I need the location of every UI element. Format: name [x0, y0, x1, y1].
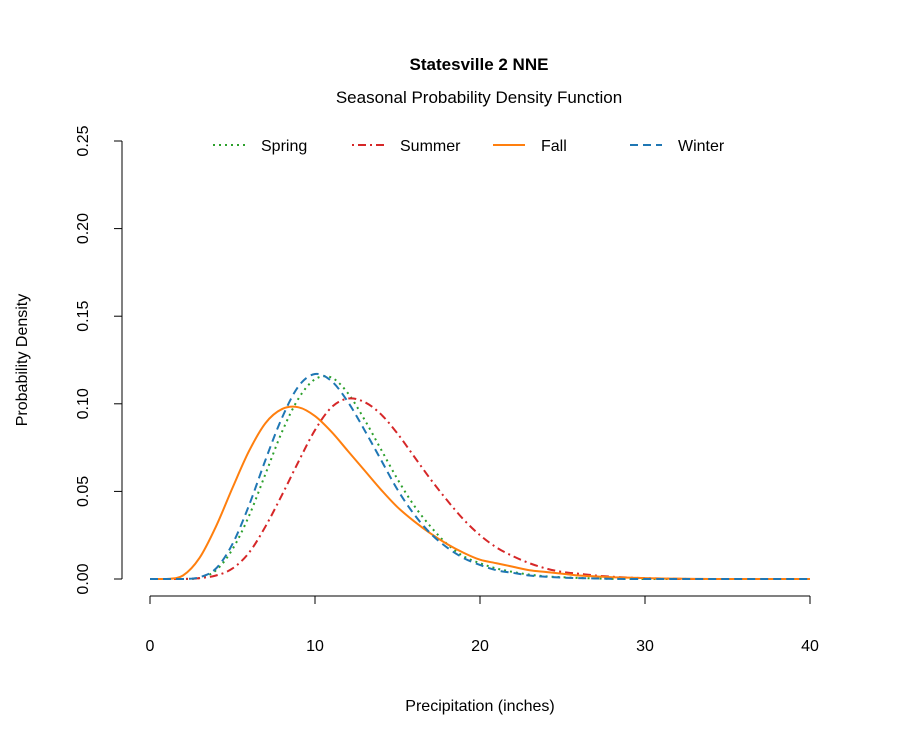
legend-item-winter: Winter — [630, 138, 725, 155]
y-tick-label: 0.15 — [75, 301, 92, 332]
y-tick-label: 0.00 — [75, 563, 92, 594]
line-summer — [150, 397, 810, 580]
legend-item-spring: Spring — [213, 138, 307, 155]
line-fall — [150, 405, 810, 580]
y-tick-label: 0.10 — [75, 388, 92, 419]
legend-label: Summer — [400, 138, 461, 155]
legend-label: Winter — [678, 138, 725, 155]
x-tick-label: 20 — [471, 638, 489, 655]
x-axis-label: Precipitation (inches) — [405, 698, 554, 715]
series-summer — [150, 397, 810, 580]
chart-title: Statesville 2 NNE — [410, 55, 549, 74]
chart-subtitle: Seasonal Probability Density Function — [336, 88, 622, 107]
line-winter — [150, 372, 810, 580]
legend-item-summer: Summer — [352, 138, 461, 155]
y-tick-label: 0.05 — [75, 476, 92, 507]
legend-item-fall: Fall — [493, 138, 567, 155]
series-spring — [150, 375, 810, 580]
series-fall — [150, 405, 810, 580]
x-tick-label: 10 — [306, 638, 324, 655]
y-tick-label: 0.20 — [75, 213, 92, 244]
axes: 0.00 0.05 0.10 0.15 0.20 0.25 0 10 20 30 40 — [75, 125, 819, 655]
y-axis-label: Probability Density — [14, 294, 31, 427]
x-tick-label: 40 — [801, 638, 819, 655]
legend: Spring Summer Fall Winter — [213, 138, 725, 155]
legend-label: Fall — [541, 138, 567, 155]
legend-label: Spring — [261, 138, 307, 155]
series-winter — [150, 372, 810, 580]
line-spring — [150, 375, 810, 580]
y-tick-label: 0.25 — [75, 125, 92, 156]
x-tick-label: 0 — [146, 638, 155, 655]
x-tick-label: 30 — [636, 638, 654, 655]
series-lines — [150, 372, 810, 580]
